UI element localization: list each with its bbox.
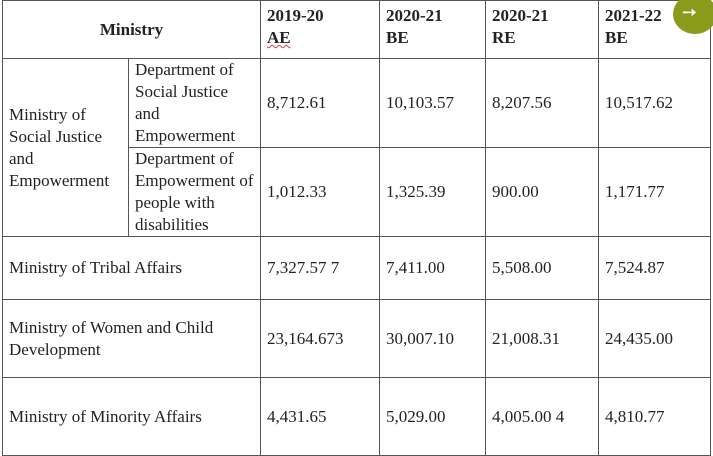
value-cell: 7,524.87 bbox=[598, 236, 711, 300]
col-header-year: 2020-21 bbox=[386, 6, 443, 25]
value-cell: 23,164.673 bbox=[260, 299, 380, 378]
value-cell: 7,327.57 7 bbox=[260, 236, 380, 300]
value-cell: 1,171.77 bbox=[598, 147, 711, 237]
value-cell: 10,517.62 bbox=[598, 58, 711, 148]
header-row: Ministry 2019-20 AE 2020-21 BE 2020-21 R… bbox=[2, 0, 711, 59]
col-header-type: AE bbox=[267, 28, 291, 47]
table-row: Department of Empowerment of people with… bbox=[3, 147, 711, 237]
table-row: Ministry of Minority Affairs 4,431.65 5,… bbox=[2, 377, 711, 456]
value-cell: 4,431.65 bbox=[260, 377, 380, 456]
col-header-type: BE bbox=[605, 28, 628, 47]
value-cell: 5,029.00 bbox=[379, 377, 486, 456]
value-cell: 8,712.61 bbox=[260, 58, 380, 148]
col-header-year: 2021-22 bbox=[605, 6, 662, 25]
value-cell: 21,008.31 bbox=[485, 299, 599, 378]
table-row: Ministry of Social Justice and Empowerme… bbox=[2, 58, 711, 237]
ministry-name-tribal: Ministry of Tribal Affairs bbox=[2, 236, 261, 300]
ministry-name-wcd: Ministry of Women and Child Development bbox=[2, 299, 261, 378]
department-name: Department of Social Justice and Empower… bbox=[128, 58, 261, 148]
value-cell: 1,325.39 bbox=[379, 147, 486, 237]
value-cell: 4,810.77 bbox=[598, 377, 711, 456]
department-name: Department of Empowerment of people with… bbox=[128, 147, 261, 237]
value-cell: 900.00 bbox=[485, 147, 599, 237]
value-cell: 8,207.56 bbox=[485, 58, 599, 148]
value-cell: 1,012.33 bbox=[260, 147, 380, 237]
col-header-year: 2019-20 bbox=[267, 6, 324, 25]
value-cell: 7,411.00 bbox=[379, 236, 486, 300]
table-row: Ministry of Women and Child Development … bbox=[2, 299, 711, 378]
col-header-type: RE bbox=[492, 28, 516, 47]
ministry-header: Ministry bbox=[2, 0, 261, 59]
ministry-name-msje: Ministry of Social Justice and Empowerme… bbox=[2, 58, 129, 237]
value-cell: 10,103.57 bbox=[379, 58, 486, 148]
col-header-2020-21-re: 2020-21 RE bbox=[485, 0, 599, 59]
value-cell: 30,007.10 bbox=[379, 299, 486, 378]
table-row: Ministry of Tribal Affairs 7,327.57 7 7,… bbox=[2, 236, 711, 300]
value-cell: 4,005.00 4 bbox=[485, 377, 599, 456]
col-header-year: 2020-21 bbox=[492, 6, 549, 25]
value-cell: 5,508.00 bbox=[485, 236, 599, 300]
col-header-type: BE bbox=[386, 28, 409, 47]
col-header-2019-20-ae: 2019-20 AE bbox=[260, 0, 380, 59]
col-header-2020-21-be: 2020-21 BE bbox=[379, 0, 486, 59]
value-cell: 24,435.00 bbox=[598, 299, 711, 378]
expand-arrow-icon[interactable]: ➘ bbox=[673, 0, 713, 34]
ministry-name-minority: Ministry of Minority Affairs bbox=[2, 377, 261, 456]
